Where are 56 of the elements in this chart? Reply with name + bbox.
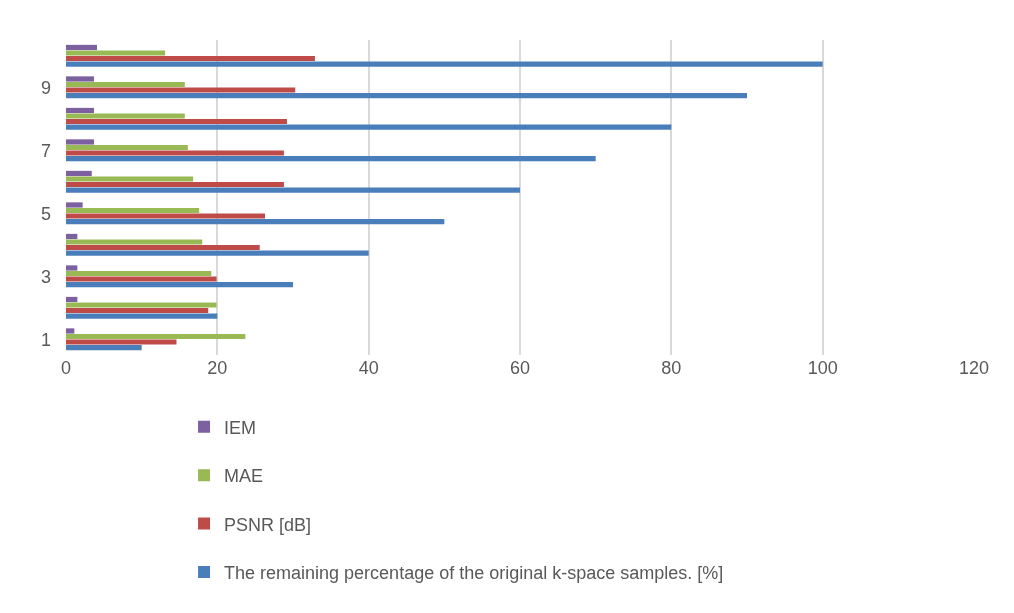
bar [66, 50, 166, 56]
bar [66, 76, 94, 82]
bar [66, 202, 83, 208]
bar [66, 107, 94, 114]
bar [66, 113, 185, 119]
bar [66, 170, 92, 177]
bar [66, 244, 260, 251]
bar [66, 276, 217, 282]
bar [66, 139, 94, 145]
bar [66, 124, 672, 130]
bar [66, 44, 98, 51]
bar [66, 307, 209, 314]
legend-label: IEM [224, 417, 257, 438]
x-tick-label: 80 [661, 358, 682, 378]
bar [66, 213, 265, 219]
bar [66, 176, 194, 182]
bar [66, 181, 284, 188]
bar [66, 250, 369, 256]
y-tick-label: 3 [40, 266, 51, 287]
bar [66, 87, 296, 93]
x-tick-label: 100 [807, 358, 838, 378]
bar [66, 296, 78, 303]
bar [66, 233, 78, 240]
bar [66, 118, 287, 125]
y-tick-label: 5 [40, 203, 51, 224]
y-tick-label: 7 [40, 140, 51, 161]
bar [66, 313, 218, 319]
bar [66, 155, 596, 162]
bar [66, 61, 823, 67]
bar [66, 81, 185, 88]
x-tick-label: 40 [358, 358, 379, 378]
bar [66, 270, 212, 277]
bar [66, 187, 520, 193]
bar [66, 265, 78, 271]
bar [66, 239, 203, 245]
bar [66, 207, 200, 214]
bar [66, 150, 284, 156]
x-tick-label: 60 [509, 358, 531, 378]
bar [66, 302, 217, 308]
bar [66, 281, 293, 288]
x-tick-label: 0 [60, 358, 72, 378]
x-tick-label: 120 [958, 358, 990, 378]
legend-label: PSNR [dB] [224, 514, 312, 535]
legend-label: MAE [224, 466, 264, 487]
y-tick-label: 1 [40, 329, 51, 350]
x-tick-label: 20 [207, 358, 228, 378]
bar [66, 218, 445, 225]
bar [66, 92, 747, 99]
bar [66, 55, 315, 62]
bar [66, 328, 75, 334]
bar [66, 144, 188, 151]
bar [66, 333, 246, 340]
bar [66, 339, 177, 345]
y-tick-label: 9 [40, 77, 51, 98]
legend-label: The remaining percentage of the original k-space samples. [%] [224, 562, 724, 583]
bar [66, 344, 142, 351]
